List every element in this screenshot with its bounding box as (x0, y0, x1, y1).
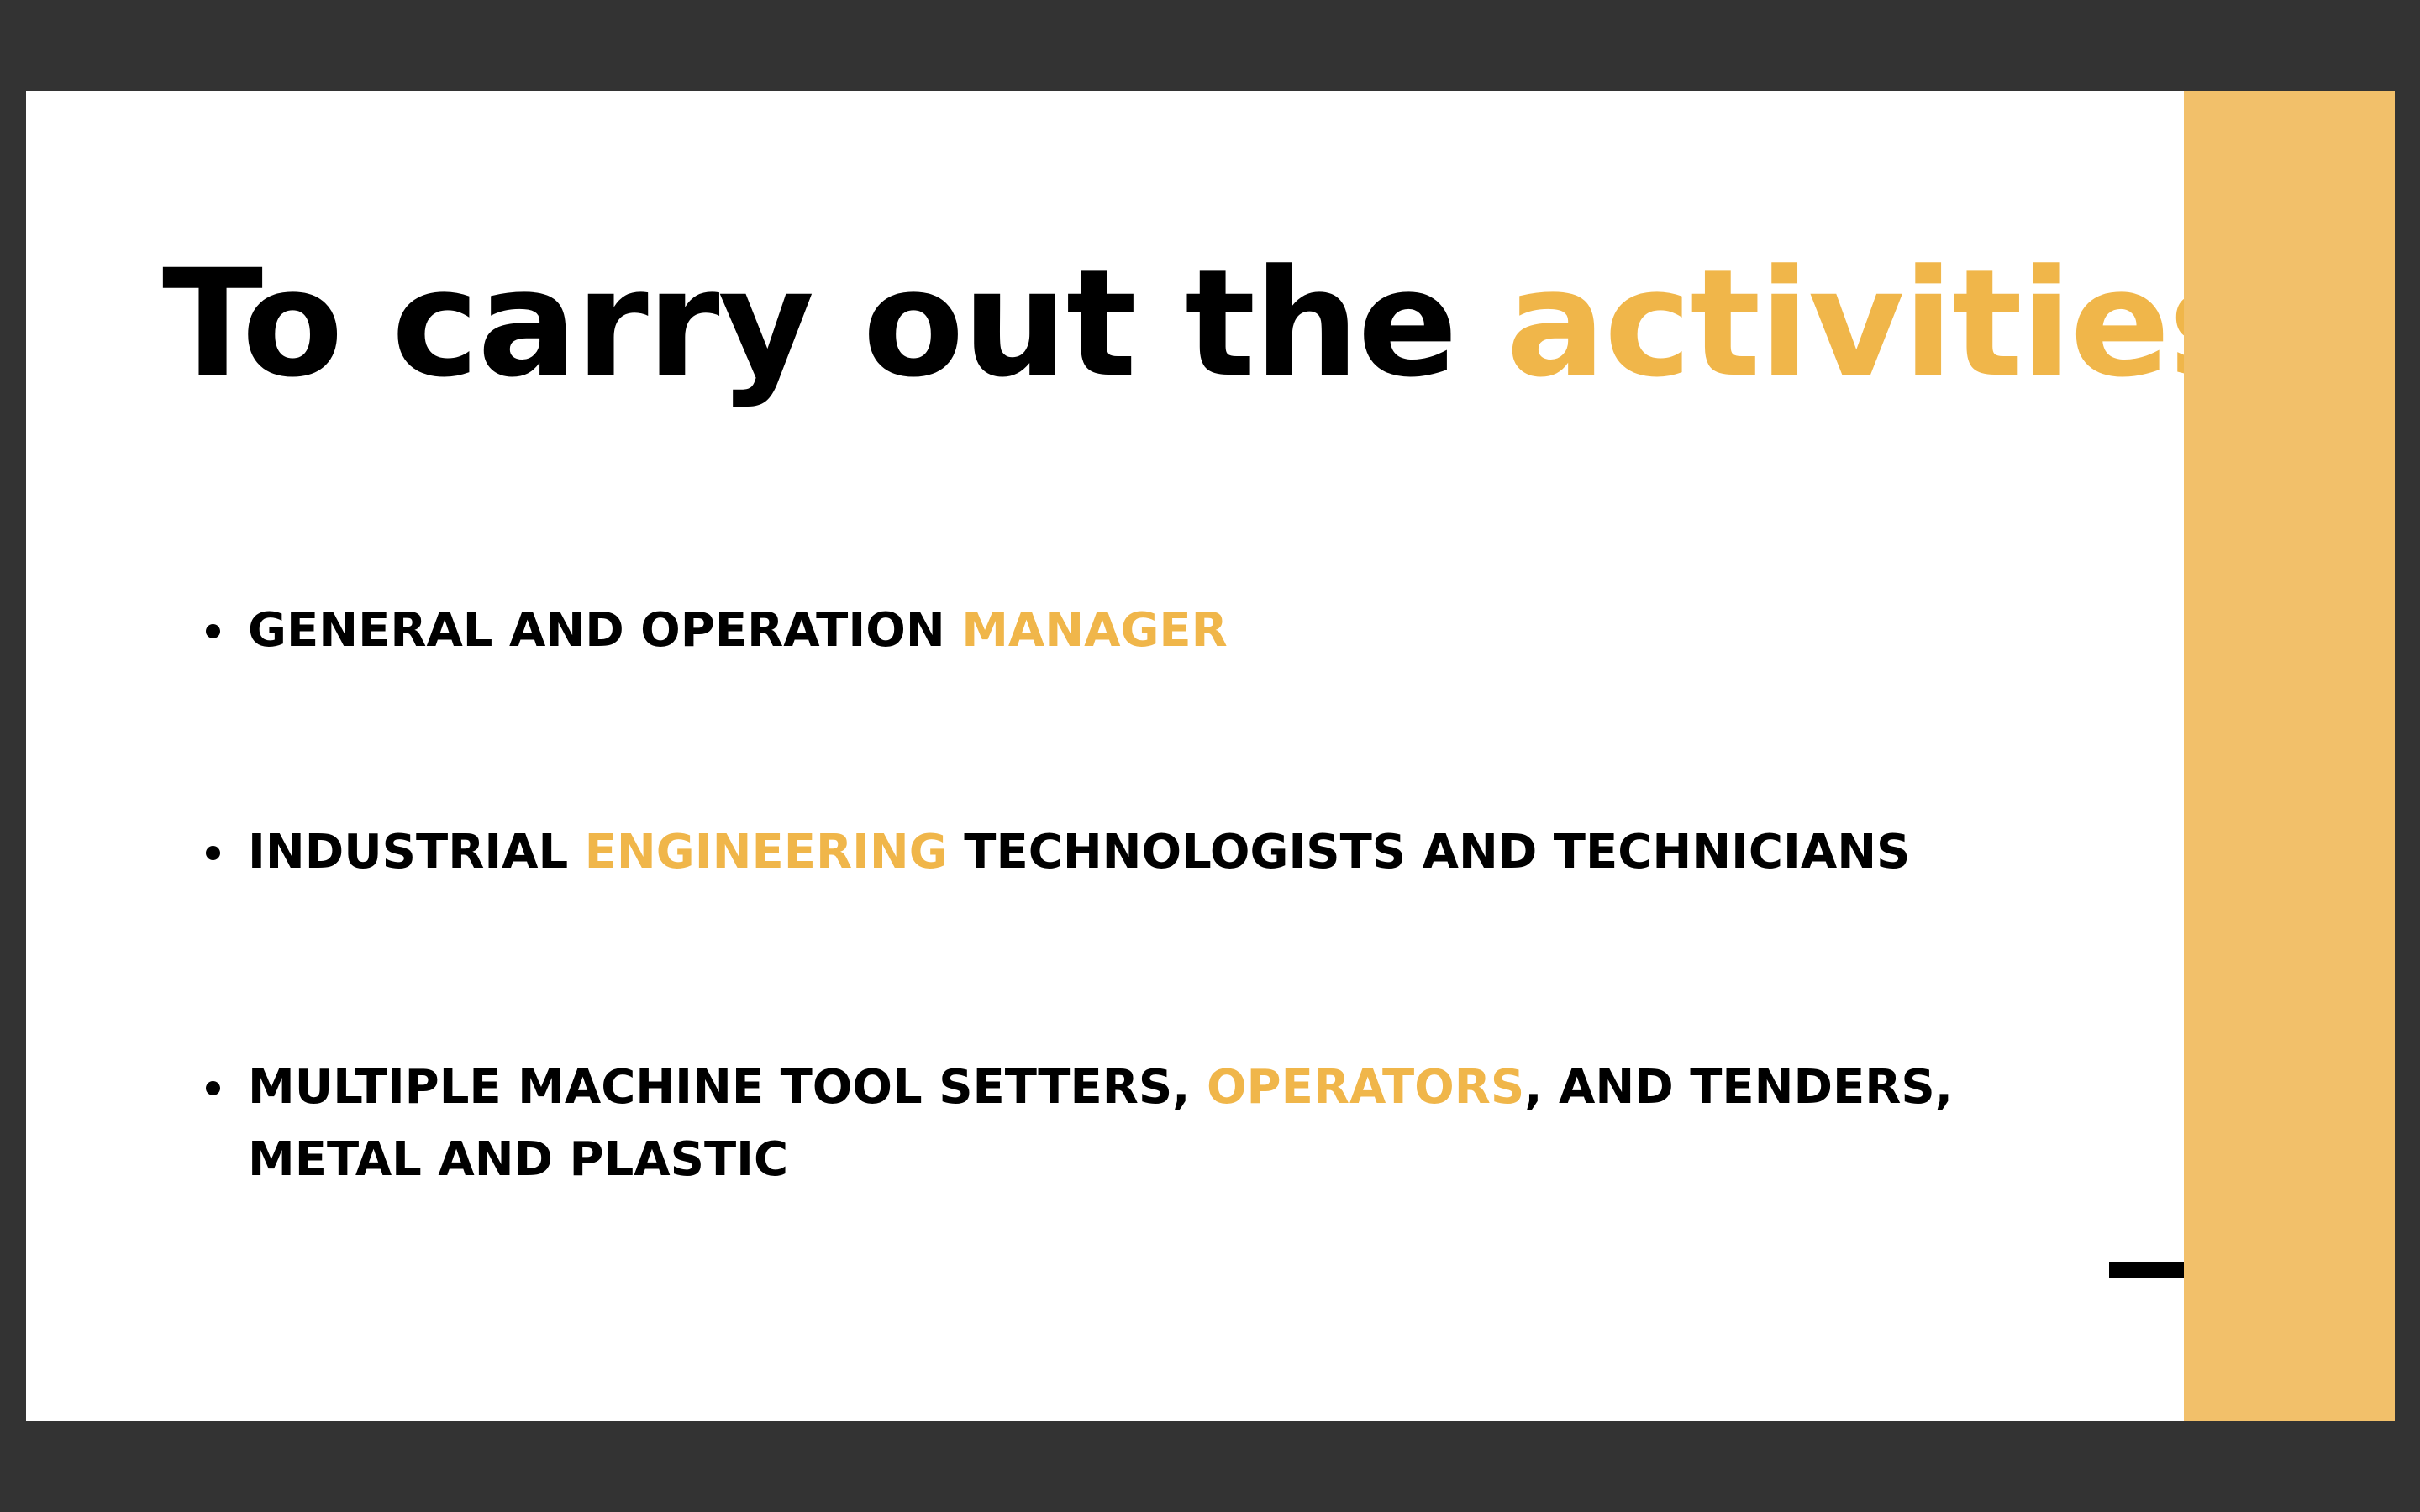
bullet-text-after: , AND TENDERS, METAL AND PLASTIC (248, 1060, 1953, 1187)
accent-side-bar (2184, 91, 2395, 1421)
bullet-dot-icon (206, 846, 220, 860)
bullet-item: GENERAL AND OPERATION MANAGER (206, 595, 2130, 667)
bullet-text: GENERAL AND OPERATION (248, 603, 962, 658)
bullet-highlight: MANAGER (961, 603, 1228, 658)
bullet-highlight: ENGINEERING (584, 825, 948, 879)
bullet-item: INDUSTRIAL ENGINEERING TECHNOLOGISTS AND… (206, 816, 2130, 889)
title-highlight-text: activities (1506, 238, 2256, 410)
bullet-text-after: TECHNOLOGISTS AND TECHNICIANS (947, 825, 1911, 879)
bullet-text: MULTIPLE MACHINE TOOL SETTERS, (248, 1060, 1207, 1115)
bullet-text: INDUSTRIAL (248, 825, 585, 879)
bullet-dot-icon (206, 1081, 220, 1095)
slide-title: To carry out the activities (162, 232, 2256, 417)
bullet-item: MULTIPLE MACHINE TOOL SETTERS, OPERATORS… (206, 1052, 2130, 1196)
bullet-dot-icon (206, 624, 220, 638)
bullet-highlight: OPERATORS (1206, 1060, 1525, 1115)
title-main-text: To carry out the (162, 238, 1507, 410)
slide: To carry out the activities GENERAL AND … (26, 91, 2395, 1421)
